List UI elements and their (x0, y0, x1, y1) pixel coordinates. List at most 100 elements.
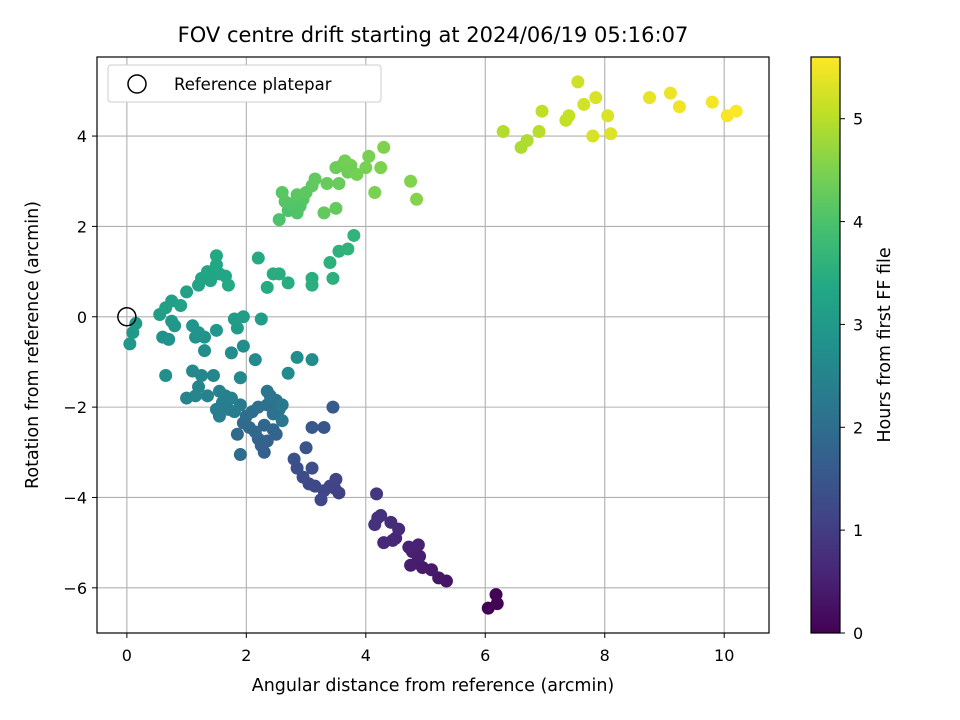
data-point (368, 186, 382, 200)
data-point (159, 368, 173, 382)
data-point (186, 364, 200, 378)
data-point (236, 339, 250, 353)
data-point (248, 353, 262, 367)
data-point (377, 140, 391, 154)
data-point (272, 267, 286, 281)
colorbar-tick-label: 5 (853, 110, 863, 129)
data-point (281, 366, 295, 380)
data-point (221, 278, 235, 292)
y-tick-label: 2 (77, 217, 87, 236)
data-point (123, 337, 137, 351)
data-point (347, 228, 361, 242)
data-point (314, 493, 328, 507)
data-point (402, 540, 416, 554)
colorbar-tick-label: 1 (853, 521, 863, 540)
data-point (317, 420, 331, 434)
data-point (275, 414, 289, 428)
data-point (212, 409, 226, 423)
data-point (236, 310, 250, 324)
data-point (233, 371, 247, 385)
colorbar-tick-label: 0 (853, 624, 863, 643)
data-point (209, 249, 223, 263)
data-point (404, 174, 418, 188)
data-point (729, 104, 743, 118)
y-tick-label: −2 (63, 398, 87, 417)
data-point (201, 389, 215, 403)
data-point (359, 161, 373, 175)
data-point (212, 384, 226, 398)
data-point (520, 134, 534, 148)
data-point (350, 167, 364, 181)
data-point (329, 472, 343, 486)
colorbar: 0 1 2 3 4 5 Hours from first FF file (810, 56, 895, 643)
legend: Reference platepar (107, 64, 382, 103)
data-point (341, 242, 355, 256)
x-axis-ticks: 0 2 4 6 8 10 (122, 633, 734, 665)
data-point (290, 350, 304, 364)
data-point (209, 258, 223, 272)
data-point (571, 75, 585, 89)
data-point (305, 353, 319, 367)
legend-box (107, 64, 382, 103)
data-point (165, 314, 179, 328)
data-point (586, 129, 600, 143)
chart-title: FOV centre drift starting at 2024/06/19 … (178, 23, 689, 47)
x-axis-label: Angular distance from reference (arcmin) (252, 676, 615, 696)
x-tick-label: 8 (600, 646, 610, 665)
legend-marker-icon (127, 74, 147, 94)
data-point (209, 323, 223, 337)
x-tick-label: 0 (122, 646, 132, 665)
x-tick-label: 2 (241, 646, 251, 665)
data-point (589, 91, 603, 105)
data-point (374, 161, 388, 175)
colorbar-tick-label: 4 (853, 213, 863, 232)
data-point (224, 346, 238, 360)
data-point (323, 256, 337, 270)
data-point (535, 104, 549, 118)
y-tick-label: 0 (77, 308, 87, 327)
data-point (233, 448, 247, 462)
x-tick-label: 10 (714, 646, 734, 665)
data-point (329, 201, 343, 215)
data-point (308, 172, 322, 186)
data-point (705, 95, 719, 109)
colorbar-gradient (810, 56, 841, 634)
data-point (643, 91, 657, 105)
data-point (317, 206, 331, 220)
data-point (562, 109, 576, 123)
data-point (275, 186, 289, 200)
data-point (362, 149, 376, 163)
data-point (326, 271, 340, 285)
colorbar-tick-label: 3 (853, 315, 863, 334)
data-point (672, 100, 686, 114)
reference-layer (117, 307, 137, 327)
data-point (384, 515, 398, 529)
y-axis-ticks: −6 −4 −2 0 2 4 (63, 127, 97, 598)
data-point (257, 418, 271, 432)
data-point (230, 427, 244, 441)
y-tick-label: −4 (63, 488, 87, 507)
data-point (305, 278, 319, 292)
data-point (604, 127, 618, 141)
data-point (496, 125, 510, 139)
data-point (180, 285, 194, 299)
x-tick-label: 6 (480, 646, 490, 665)
data-point (410, 192, 424, 206)
x-tick-label: 4 (361, 646, 371, 665)
data-point (374, 509, 388, 523)
data-point (174, 298, 188, 312)
data-point (186, 319, 200, 333)
data-point (129, 317, 143, 331)
points-layer (123, 75, 743, 615)
colorbar-label: Hours from first FF file (875, 247, 895, 442)
y-tick-label: −6 (63, 579, 87, 598)
reference-platepar-marker (117, 307, 137, 327)
plot-frame (96, 56, 770, 634)
legend-entry-label: Reference platepar (174, 75, 332, 94)
data-point (305, 461, 319, 475)
data-point (224, 391, 238, 405)
data-point (577, 97, 591, 111)
data-point (251, 251, 265, 265)
colorbar-ticks: 0 1 2 3 4 5 (840, 110, 863, 643)
